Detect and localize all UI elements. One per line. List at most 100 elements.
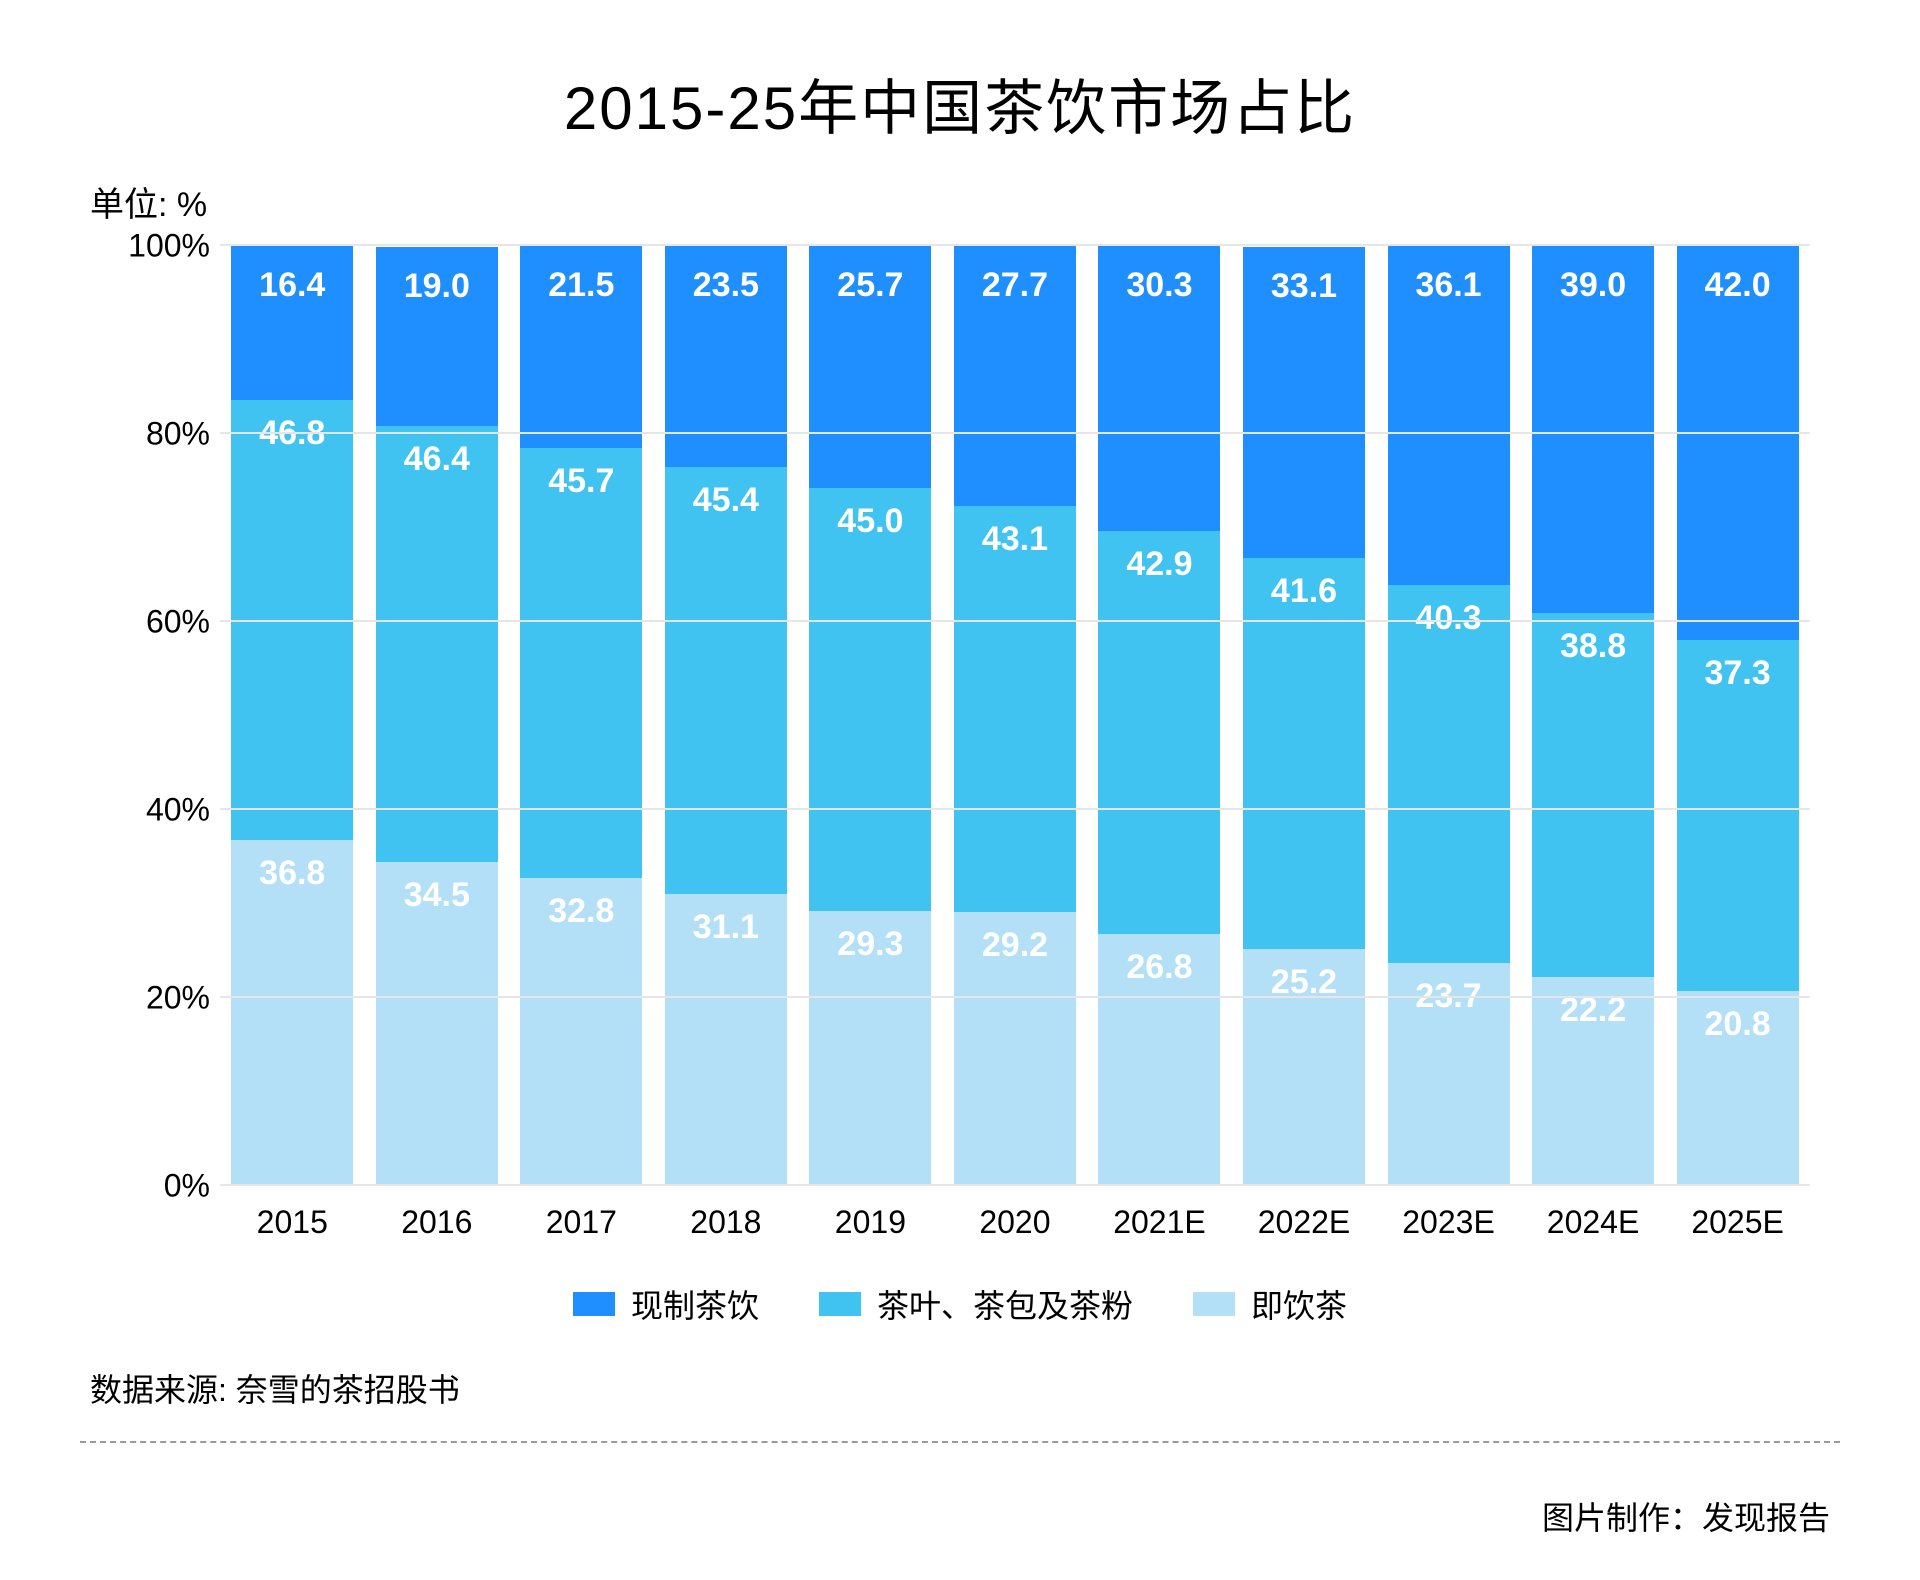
x-axis-label: 2016 [376,1204,498,1241]
y-axis-label: 0% [110,1168,210,1205]
bar-segment-leaf: 46.4 [376,426,498,862]
legend-swatch [1193,1292,1235,1316]
data-source-label: 数据来源: 奈雪的茶招股书 [90,1365,1840,1411]
bar-segment-leaf: 37.3 [1677,640,1799,990]
bar-value-label: 46.4 [404,440,470,479]
gridline [220,1184,1810,1186]
x-axis-label: 2019 [809,1204,931,1241]
bar-value-label: 45.4 [693,481,759,520]
x-axis-label: 2020 [954,1204,1076,1241]
legend: 现制茶饮 茶叶、茶包及茶粉 即饮茶 [110,1281,1810,1327]
bar-value-label: 32.8 [548,892,614,931]
y-axis-label: 20% [110,980,210,1017]
bar-value-label: 43.1 [982,520,1048,559]
bar-value-label: 21.5 [548,266,614,305]
bar-value-label: 27.7 [982,266,1048,305]
bar-segment-fresh: 39.0 [1532,246,1654,613]
bar-value-label: 34.5 [404,876,470,915]
bar-segment-rtd: 36.8 [231,840,353,1186]
chart-area: 16.446.836.8 19.0 46.4 34.5 21.5 45.7 32.8 23.5… [110,246,1810,1327]
bar-column: 23.5 45.4 31.1 [665,246,787,1186]
plot-area: 16.446.836.8 19.0 46.4 34.5 21.5 45.7 32.8 23.5… [220,246,1810,1186]
bar-value-label: 29.2 [982,926,1048,965]
legend-item: 即饮茶 [1193,1281,1347,1327]
legend-item: 茶叶、茶包及茶粉 [819,1281,1133,1327]
bar-value-label: 42.9 [1126,545,1192,584]
bar-value-label: 23.5 [693,266,759,305]
bar-value-label: 39.0 [1560,266,1626,305]
bar-segment-fresh: 30.3 [1098,246,1220,531]
bar-segment-leaf: 43.1 [954,506,1076,911]
bar-value-label: 33.1 [1271,267,1337,306]
unit-label: 单位: % [90,177,1840,226]
bar-value-label: 38.8 [1560,627,1626,666]
bar-value-label: 26.8 [1126,948,1192,987]
bar-value-label: 31.1 [693,908,759,947]
x-axis-label: 2023E [1388,1204,1510,1241]
x-axis-labels: 2015201620172018201920202021E2022E2023E2… [220,1204,1810,1241]
bar-segment-rtd: 20.8 [1677,991,1799,1186]
bar-value-label: 19.0 [404,267,470,306]
bar-segment-rtd: 26.8 [1098,934,1220,1186]
bar-value-label: 16.4 [259,266,325,305]
bar-segment-rtd: 25.2 [1243,949,1365,1186]
bar-segment-rtd: 29.3 [809,911,931,1186]
legend-swatch [819,1292,861,1316]
gridline [220,620,1810,622]
bar-column: 27.7 43.1 29.2 [954,246,1076,1186]
bar-value-label: 25.7 [837,266,903,305]
bar-segment-leaf: 38.8 [1532,613,1654,978]
gridline [220,996,1810,998]
bar-segment-leaf: 42.9 [1098,531,1220,934]
y-axis-label: 60% [110,604,210,641]
y-axis-label: 80% [110,416,210,453]
bar-value-label: 40.3 [1415,599,1481,638]
x-axis-label: 2024E [1532,1204,1654,1241]
legend-label: 茶叶、茶包及茶粉 [877,1281,1133,1327]
legend-item: 现制茶饮 [573,1281,759,1327]
legend-label: 即饮茶 [1251,1281,1347,1327]
bar-segment-fresh: 25.7 [809,246,931,488]
bar-value-label: 36.1 [1415,266,1481,305]
bar-segment-rtd: 31.1 [665,894,787,1186]
x-axis-label: 2021E [1098,1204,1220,1241]
bar-value-label: 20.8 [1704,1005,1770,1044]
gridline [220,432,1810,434]
bar-segment-fresh: 42.0 [1677,246,1799,640]
x-axis-label: 2025E [1677,1204,1799,1241]
x-axis-label: 2022E [1243,1204,1365,1241]
bar-segment-leaf: 45.0 [809,488,931,911]
bar-segment-fresh: 21.5 [520,246,642,448]
divider-line [80,1441,1840,1443]
gridline [220,808,1810,810]
bar-segment-rtd: 32.8 [520,878,642,1186]
y-axis-label: 100% [110,228,210,265]
gridline [220,244,1810,246]
bar-value-label: 45.0 [837,502,903,541]
bar-segment-leaf: 41.6 [1243,558,1365,949]
bar-segment-fresh: 19.0 [376,247,498,426]
chart-container: 2015-25年中国茶饮市场占比 单位: % 16.446.836.8 19.0 4… [0,0,1920,1580]
bar-segment-leaf: 45.4 [665,467,787,894]
bar-column: 42.0 37.3 20.8 [1677,246,1799,1186]
bar-column: 36.140.323.7 [1388,246,1510,1186]
bar-segment-fresh: 16.4 [231,246,353,400]
bar-value-label: 41.6 [1271,572,1337,611]
bar-column: 16.446.836.8 [231,246,353,1186]
bar-column: 25.7 45.0 29.3 [809,246,931,1186]
bar-column: 30.3 42.9 26.8 [1098,246,1220,1186]
image-credit-label: 图片制作：发现报告 [80,1493,1840,1539]
bar-value-label: 45.7 [548,462,614,501]
bar-segment-leaf: 45.7 [520,448,642,878]
bar-column: 39.038.822.2 [1532,246,1654,1186]
bar-column: 21.5 45.7 32.8 [520,246,642,1186]
bar-segment-fresh: 36.1 [1388,246,1510,585]
y-axis-label: 40% [110,792,210,829]
bar-segment-rtd: 34.5 [376,862,498,1186]
bars-group: 16.446.836.8 19.0 46.4 34.5 21.5 45.7 32.8 23.5… [220,246,1810,1186]
legend-swatch [573,1292,615,1316]
chart-title: 2015-25年中国茶饮市场占比 [80,60,1840,147]
bar-segment-leaf: 40.3 [1388,585,1510,963]
bar-value-label: 37.3 [1704,654,1770,693]
bar-value-label: 30.3 [1126,266,1192,305]
